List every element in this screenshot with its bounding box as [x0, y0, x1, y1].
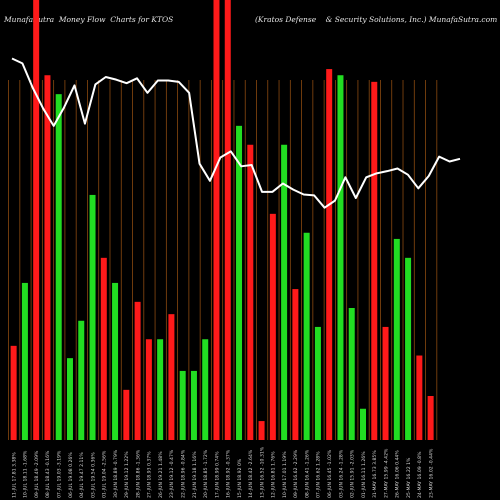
x-tick-label: 10-JUL 18.11 -1.68%	[23, 450, 29, 498]
flow-bar-up	[55, 94, 62, 440]
flow-bar-up	[157, 339, 164, 440]
flow-bar-up	[360, 408, 366, 440]
x-tick-label: 07-JUL 19.03 -3.19%	[57, 450, 63, 498]
x-tick-label: 20-JUN 18.85 -1.72%	[203, 449, 209, 498]
flow-bar-up	[179, 370, 186, 440]
x-tick-label: 10-JUN 17.01 1.19%	[282, 451, 288, 498]
x-tick-label: 15-JUN 18.92 0%	[237, 458, 243, 498]
price-line-path	[11, 57, 461, 209]
flow-bar-up	[66, 358, 73, 440]
x-tick-label: 02-JUN 15.91 -2.03%	[350, 449, 356, 498]
flow-bar-down	[247, 144, 254, 440]
x-tick-label: 03-JUN 16.24 -1.28%	[338, 449, 344, 498]
flow-bar-down	[371, 81, 378, 440]
x-tick-label: 26-MAY 16.06 0.44%	[395, 450, 401, 498]
x-tick-label: 25-MAY 16.22 1%	[406, 457, 412, 498]
money-flow-bars	[10, 0, 434, 441]
x-tick-label: 16-JUN 18.92 -0.37%	[226, 449, 232, 498]
x-tick-label: 08-JUL 18.43 -0.16%	[45, 450, 51, 498]
flow-bar-up	[89, 194, 96, 440]
x-tick-label: 26-JUN 19.21 1.48%	[158, 451, 164, 498]
flow-bar-up	[348, 308, 355, 440]
x-tick-label: 21-JUN 19.18 1.16%	[192, 451, 198, 498]
flow-bar-up	[303, 232, 310, 440]
x-tick-label: 23-MAY 16.02 -0.44%	[428, 448, 434, 498]
flow-bar-down	[258, 421, 265, 440]
x-tick-label: 14-JUN 18.42 -2.64%	[248, 449, 254, 498]
x-tick-label: 27-JUN 18.93 0.37%	[147, 451, 153, 498]
flow-bar-up	[190, 370, 197, 440]
chart-title: MunafaSutra Money Flow Charts for KTOS	[4, 15, 174, 24]
price-line	[11, 57, 461, 209]
flow-bar-down	[224, 0, 231, 440]
flow-bar-down	[416, 355, 423, 440]
flow-bar-up	[112, 282, 119, 440]
flow-bar-up	[236, 125, 243, 440]
x-tick-label: 12-JUN 16.81 1.76%	[271, 451, 277, 498]
flow-bar-down	[427, 396, 434, 440]
flow-bar-down	[10, 345, 17, 440]
x-tick-label: 28-JUN 18.86 -1.36%	[135, 449, 141, 498]
x-tick-label: 30-JUN 18.89 -0.79%	[113, 449, 119, 498]
flow-bar-up	[314, 326, 321, 440]
x-tick-label: 01-JUN 16.11 1.26%	[361, 451, 367, 498]
flow-bar-down	[213, 0, 220, 440]
x-tick-label: 04-JUL 19.47 2.11%	[79, 452, 85, 498]
flow-bar-down	[134, 301, 141, 440]
x-tick-label: 29-JUN 19.12 1.22%	[124, 451, 130, 498]
x-tick-label: 13-JUN 16.52 -10.31%	[259, 446, 265, 498]
x-tick-label: 09-JUL 18.49 -2.09%	[34, 450, 40, 498]
flow-bar-up	[337, 75, 344, 441]
x-tick-label: 22-JUN 18.96 -0.84%	[180, 449, 186, 498]
x-tick-label: 01-JUL 19.04 -2.56%	[102, 450, 108, 498]
flow-bar-down	[269, 213, 276, 440]
x-tick-label: 09-JUN 16.62 -2.29%	[293, 449, 299, 498]
x-tick-label: 27-MAY 15.99 -4.42%	[383, 448, 389, 498]
x-tick-label: 31-MAY 16.73 3.85%	[372, 450, 378, 498]
flow-bar-down	[33, 0, 40, 440]
x-tick-label: 24-MAY 16.09 -0.8%	[417, 451, 423, 498]
x-tick-label: 06-JUL 19.08 0.26%	[68, 452, 74, 498]
x-tick-label: 17-JUN 18.99 0.74%	[214, 451, 220, 498]
x-axis-labels: 11-JUL 17.81 3.38% 10-JUL 18.11 -1.68% 09-…	[11, 446, 434, 498]
flow-bar-down	[292, 289, 299, 440]
flow-bar-down	[100, 257, 107, 440]
flow-bar-down	[145, 339, 152, 440]
flow-bar-down	[326, 69, 333, 440]
flow-bar-up	[281, 144, 288, 440]
x-tick-label: 07-JUN 16.62 1.28%	[316, 451, 322, 498]
x-tick-label: 23-JUN 19.12 -0.47%	[169, 449, 175, 498]
x-tick-label: 03-JUL 19.54 0.36%	[90, 452, 96, 498]
x-tick-label: 11-JUL 17.81 3.38%	[11, 452, 17, 498]
x-tick-label: 08-JUN 16.41 -1.26%	[304, 449, 310, 498]
x-tick-label: 06-JUN 16.45 -1.02%	[327, 449, 333, 498]
flow-bar-up	[393, 238, 400, 440]
flow-bar-down	[44, 75, 51, 441]
chart-subtitle: (Kratos Defense & Security Solutions, In…	[255, 15, 498, 24]
flow-bar-down	[123, 389, 130, 440]
flow-bar-up	[202, 339, 209, 440]
flow-bar-down	[382, 326, 389, 440]
flow-bar-up	[21, 282, 28, 440]
flow-bar-up	[405, 257, 412, 440]
grid-lines	[8, 80, 438, 440]
flow-bar-down	[168, 314, 175, 440]
flow-bar-up	[78, 320, 85, 440]
